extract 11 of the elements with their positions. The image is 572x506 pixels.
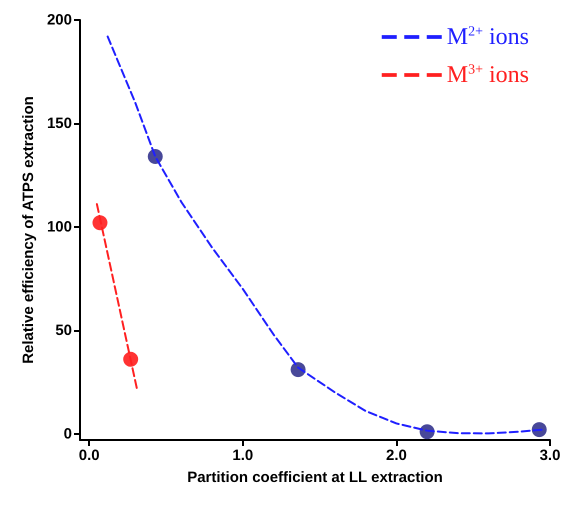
y-axis-title: Relative efficiency of ATPS extraction bbox=[20, 96, 37, 364]
x-tick-label: 0.0 bbox=[78, 447, 100, 464]
x-tick-label: 2.0 bbox=[386, 447, 407, 464]
y-tick-label: 50 bbox=[55, 322, 72, 339]
x-tick-label: 1.0 bbox=[232, 447, 254, 464]
y-tick-label: 0 bbox=[64, 425, 72, 442]
x-tick-label: 3.0 bbox=[540, 447, 560, 464]
y-tick-label: 200 bbox=[46, 12, 72, 28]
y-tick-label: 100 bbox=[46, 218, 72, 236]
x-axis-title: Partition coefficient at LL extraction bbox=[187, 469, 443, 486]
y-tick-label: 150 bbox=[46, 114, 72, 132]
